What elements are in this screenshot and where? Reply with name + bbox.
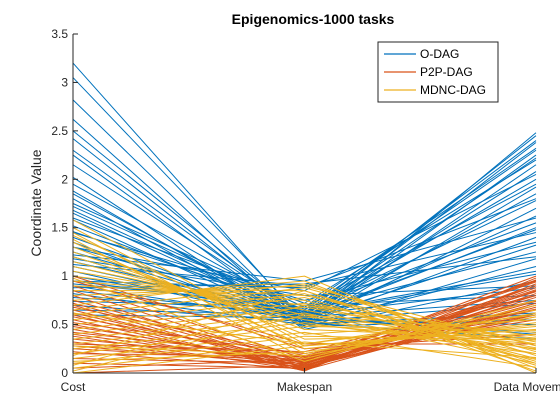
series-line xyxy=(72,285,537,347)
x-tick-label: Cost xyxy=(61,380,86,394)
y-tick-label: 3 xyxy=(61,75,68,89)
y-tick-label: 3.5 xyxy=(51,27,68,41)
y-tick-label: 0 xyxy=(61,366,68,380)
series-line xyxy=(72,154,537,325)
series-line xyxy=(72,306,537,349)
series-mdnc-dag xyxy=(72,219,537,374)
series-line xyxy=(72,285,537,363)
y-tick-label: 1.5 xyxy=(51,221,68,235)
chart-title: Epigenomics-1000 tasks xyxy=(232,11,395,27)
series-line xyxy=(72,275,537,374)
series-line xyxy=(72,290,537,372)
legend: O-DAG P2P-DAG MDNC-DAG xyxy=(377,41,499,103)
series-line xyxy=(72,296,537,366)
series-line xyxy=(72,238,537,359)
series-line xyxy=(72,222,537,310)
series-line xyxy=(72,304,537,366)
series-line xyxy=(72,316,537,345)
series-line xyxy=(72,277,537,362)
series-line xyxy=(72,291,537,364)
series-line xyxy=(72,302,537,345)
series-lines-layer xyxy=(72,62,537,374)
y-axis-label: Coordinate Value xyxy=(28,149,44,256)
series-line xyxy=(72,341,537,369)
series-line xyxy=(72,251,537,340)
series-line xyxy=(72,309,537,345)
series-line xyxy=(72,215,537,322)
series-line xyxy=(72,314,537,372)
legend-label: P2P-DAG xyxy=(420,65,473,79)
series-line xyxy=(72,316,537,357)
y-tick-label: 0.5 xyxy=(51,318,68,332)
y-tick-label: 2 xyxy=(61,172,68,186)
series-line xyxy=(72,326,537,355)
axes-layer: 0 0.5 1 1.5 2 2.5 3 3.5 Cost Makespan Data Movemen… xyxy=(51,27,560,394)
series-line xyxy=(72,246,537,335)
x-tick-label: Data Movement xyxy=(494,380,560,394)
series-line xyxy=(72,232,537,355)
y-tick-label: 2.5 xyxy=(51,124,68,138)
series-line xyxy=(72,331,537,368)
series-line xyxy=(72,205,537,312)
series-line xyxy=(72,335,537,364)
series-line xyxy=(72,283,537,357)
legend-label: MDNC-DAG xyxy=(420,83,486,97)
y-tick-label: 1 xyxy=(61,269,68,283)
x-tick-label: Makespan xyxy=(277,380,332,394)
legend-label: O-DAG xyxy=(420,47,459,61)
series-line xyxy=(72,322,537,362)
series-line xyxy=(72,200,537,313)
series-line xyxy=(72,322,537,355)
series-line xyxy=(72,279,537,369)
series-line xyxy=(72,326,537,374)
